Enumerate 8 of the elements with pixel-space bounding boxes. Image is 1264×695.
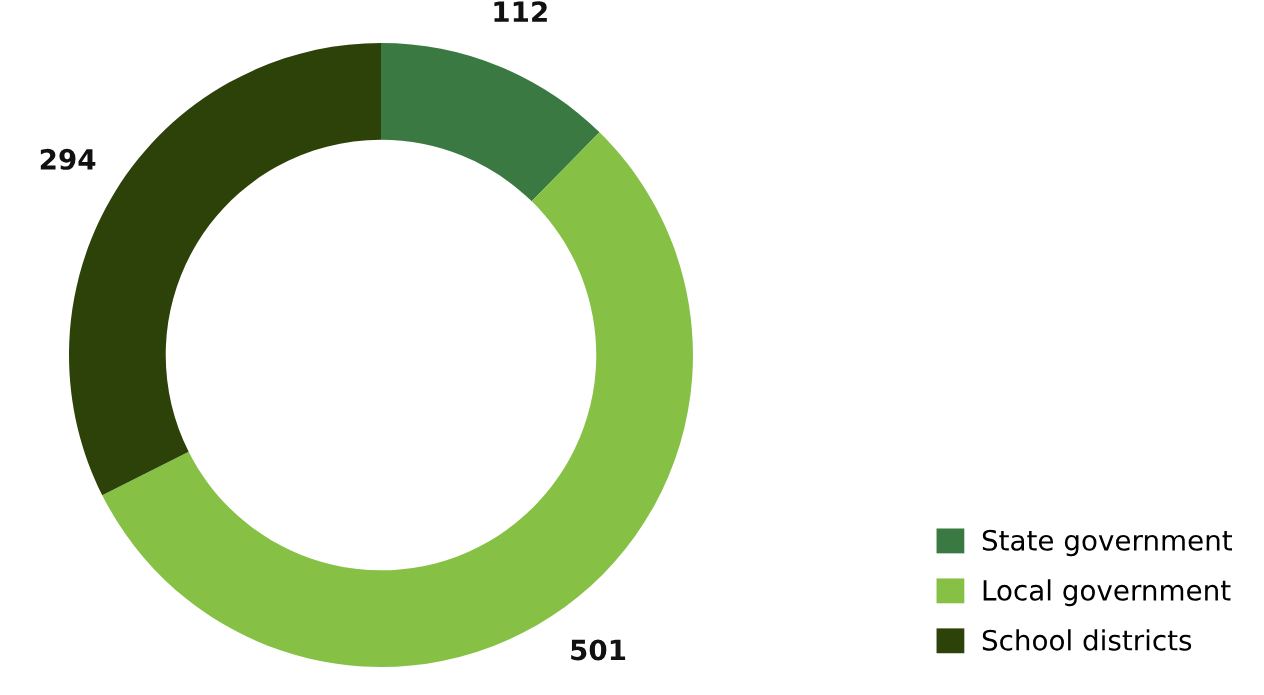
- legend-label: School districts: [982, 629, 1192, 651]
- legend-label: State government: [982, 529, 1233, 557]
- data-label: 501: [571, 639, 626, 661]
- data-label: 294: [40, 148, 96, 170]
- legend-label: Local government: [983, 579, 1231, 607]
- data-label: 112: [494, 1, 547, 22]
- donut-slice: [102, 132, 693, 667]
- donut-slice: [381, 43, 600, 202]
